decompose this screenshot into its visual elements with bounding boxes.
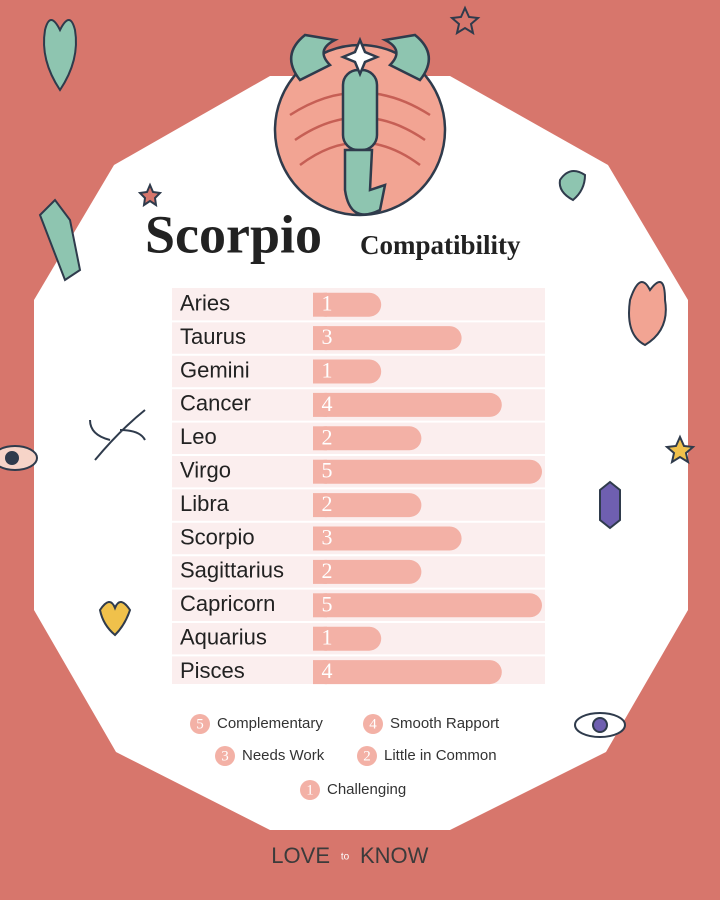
bar-value-label: 5 <box>322 591 333 616</box>
bar-square-start <box>313 660 327 685</box>
bar-value-label: 1 <box>322 291 333 316</box>
category-label: Libra <box>180 491 230 516</box>
legend-label: Needs Work <box>242 747 325 764</box>
bar <box>313 593 542 618</box>
bar-square-start <box>313 326 327 351</box>
brand: LOVE to KNOW <box>271 843 428 868</box>
legend-value: 2 <box>363 748 371 764</box>
bar <box>313 326 462 351</box>
category-label: Leo <box>180 424 217 449</box>
category-label: Aquarius <box>180 625 267 650</box>
bar-value-label: 3 <box>322 324 333 349</box>
bar <box>313 459 542 484</box>
legend-label: Challenging <box>327 781 406 798</box>
chart-subtitle: Compatibility <box>360 230 521 260</box>
legend-swatch <box>357 746 377 766</box>
bar-value-label: 5 <box>322 458 333 483</box>
brand-badge <box>335 847 355 867</box>
bar-square-start <box>313 626 327 651</box>
bar-value-label: 1 <box>322 358 333 383</box>
bar <box>313 626 382 651</box>
category-label: Taurus <box>180 324 246 349</box>
bar <box>313 392 502 417</box>
bar-value-label: 2 <box>322 491 333 516</box>
legend-value: 5 <box>196 716 204 732</box>
bar-square-start <box>313 292 327 317</box>
decorations <box>0 5 696 738</box>
bar-square-start <box>313 459 327 484</box>
legend-value: 1 <box>306 782 314 798</box>
bar <box>313 493 422 518</box>
brand-left: LOVE <box>271 843 330 868</box>
category-label: Aries <box>180 291 230 316</box>
bar <box>313 660 502 685</box>
category-label: Virgo <box>180 458 231 483</box>
bar-square-start <box>313 593 327 618</box>
legend-swatch <box>300 780 320 800</box>
bar-square-start <box>313 359 327 384</box>
bar <box>313 426 422 451</box>
bar-value-label: 2 <box>322 558 333 583</box>
category-label: Cancer <box>180 391 251 416</box>
chart-title: Scorpio <box>145 204 322 264</box>
legend-value: 3 <box>221 748 229 764</box>
category-label: Capricorn <box>180 591 275 616</box>
legend-swatch <box>215 746 235 766</box>
bar-value-label: 4 <box>322 658 333 683</box>
category-label: Gemini <box>180 357 250 382</box>
category-label: Scorpio <box>180 524 255 549</box>
bar-square-start <box>313 559 327 584</box>
bar-value-label: 3 <box>322 525 333 550</box>
legend-swatch <box>190 714 210 734</box>
bar-value-label: 1 <box>322 625 333 650</box>
category-label: Sagittarius <box>180 558 284 583</box>
bar <box>313 526 462 551</box>
legend-value: 4 <box>369 716 377 732</box>
bar-square-start <box>313 526 327 551</box>
bar-square-start <box>313 392 327 417</box>
legend-label: Smooth Rapport <box>390 715 500 732</box>
bar-square-start <box>313 426 327 451</box>
bar <box>313 292 382 317</box>
category-label: Pisces <box>180 658 245 683</box>
bar-square-start <box>313 493 327 518</box>
bar <box>313 359 382 384</box>
bar <box>313 559 422 584</box>
brand-mid: to <box>341 852 350 863</box>
scorpion-icon <box>273 33 447 217</box>
brand-right: KNOW <box>360 843 429 868</box>
legend-label: Little in Common <box>384 747 497 764</box>
legend-swatch <box>363 714 383 734</box>
bar-value-label: 4 <box>322 391 333 416</box>
bar-value-label: 2 <box>322 424 333 449</box>
legend-label: Complementary <box>217 715 323 732</box>
